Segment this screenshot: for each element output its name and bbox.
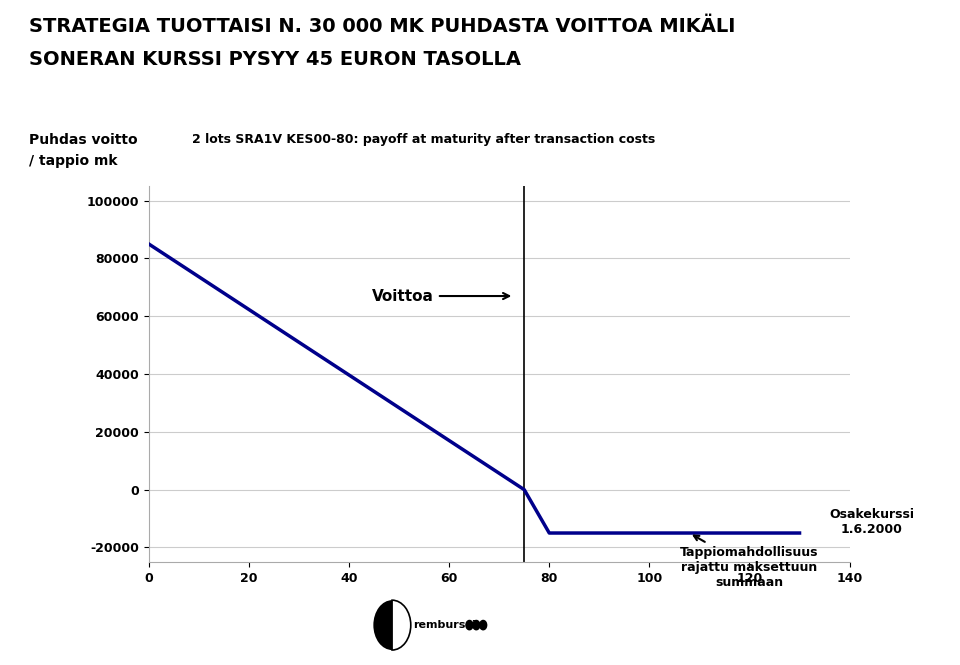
Text: 2 lots SRA1V KES00-80: payoff at maturity after transaction costs: 2 lots SRA1V KES00-80: payoff at maturit…: [192, 133, 656, 146]
Text: Osakekurssi
1.6.2000: Osakekurssi 1.6.2000: [829, 508, 914, 536]
Text: STRATEGIA TUOTTAISI N. 30 000 MK PUHDASTA VOITTOA MIKÄLI: STRATEGIA TUOTTAISI N. 30 000 MK PUHDAST…: [29, 17, 735, 36]
Text: Puhdas voitto: Puhdas voitto: [29, 133, 137, 147]
Wedge shape: [392, 600, 411, 650]
Circle shape: [480, 620, 487, 630]
Wedge shape: [373, 600, 392, 650]
Text: / tappio mk: / tappio mk: [29, 154, 117, 168]
Circle shape: [466, 620, 473, 630]
Text: remburssi: remburssi: [414, 620, 476, 630]
Text: SONERAN KURSSI PYSYY 45 EURON TASOLLA: SONERAN KURSSI PYSYY 45 EURON TASOLLA: [29, 50, 520, 69]
Circle shape: [473, 620, 480, 630]
Text: Voittoa: Voittoa: [372, 289, 509, 303]
Text: Tappiomahdollisuus
rajattu maksettuun
summaan: Tappiomahdollisuus rajattu maksettuun su…: [681, 535, 819, 589]
